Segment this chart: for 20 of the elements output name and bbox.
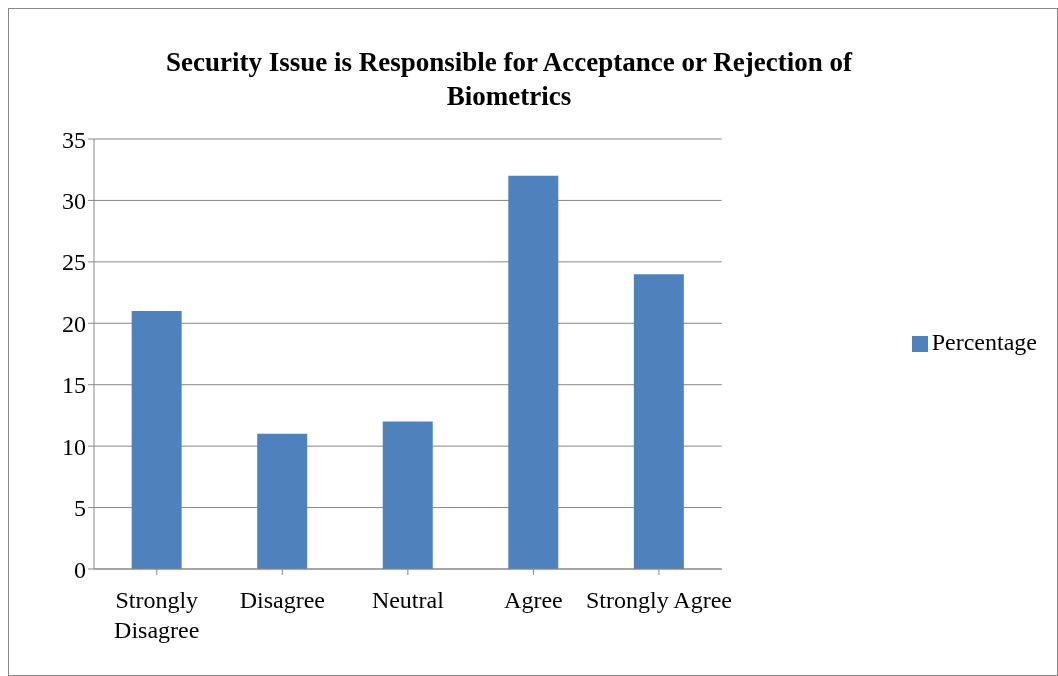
- y-tick-label: 30: [62, 187, 86, 214]
- chart-title: Security Issue is Responsible for Acceptance or Rejection of Biometrics: [165, 46, 854, 113]
- y-tick-label: 15: [62, 372, 86, 399]
- x-tick-label: Strongly Agree: [585, 587, 732, 614]
- x-tick-label: Strongly Disagree: [114, 587, 200, 644]
- y-tick-label: 10: [62, 433, 86, 460]
- y-tick-label: 25: [62, 249, 86, 276]
- y-tick-label: 20: [62, 310, 86, 337]
- x-tick-label: Neutral: [371, 587, 445, 614]
- bar: [382, 421, 433, 569]
- bar: [131, 311, 182, 569]
- bar: [508, 175, 559, 569]
- y-tick-label: 0: [74, 556, 86, 583]
- y-tick-label: 5: [74, 495, 86, 522]
- x-tick-label: Agree: [504, 587, 563, 614]
- bar: [633, 274, 684, 569]
- bar: [257, 433, 308, 569]
- legend-label: Percentage: [931, 328, 1037, 355]
- x-tick-label: Disagree: [239, 587, 325, 614]
- y-tick-label: 35: [62, 126, 86, 153]
